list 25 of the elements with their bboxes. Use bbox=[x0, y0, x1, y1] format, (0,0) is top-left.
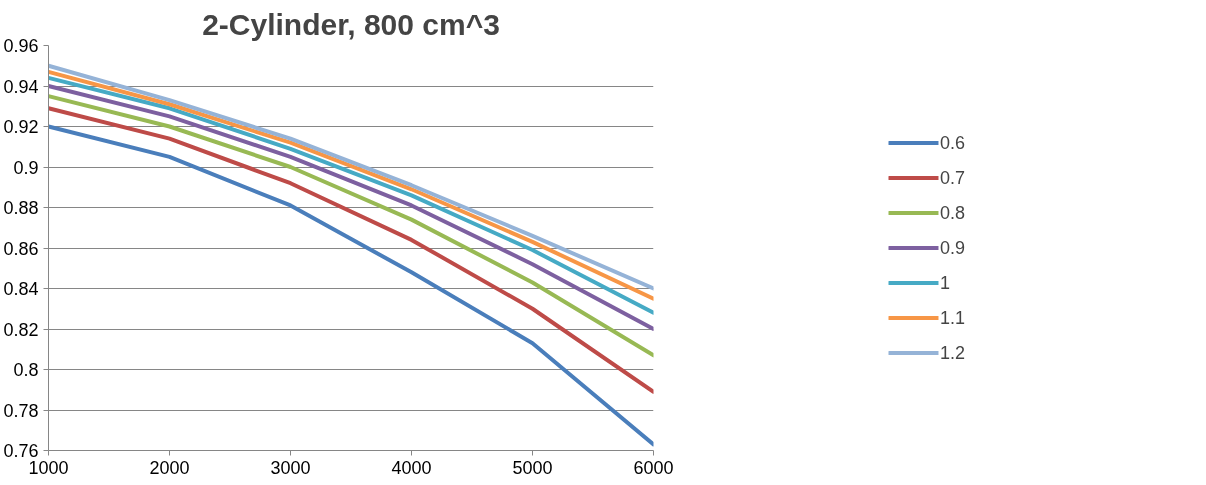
y-tick-label: 0.92 bbox=[3, 117, 39, 137]
legend-label: 1.2 bbox=[939, 342, 966, 363]
y-tick-label: 0.78 bbox=[3, 400, 39, 421]
y-tick-label: 0.86 bbox=[3, 238, 39, 259]
y-tick-label: 0.82 bbox=[3, 319, 39, 340]
x-tick-label: 4000 bbox=[391, 457, 432, 478]
legend-label: 1 bbox=[939, 272, 951, 293]
y-tick-label: 0.88 bbox=[3, 198, 39, 218]
legend-label: 0.7 bbox=[939, 167, 966, 188]
y-tick-label: 0.94 bbox=[3, 76, 39, 97]
legend-label: 0.8 bbox=[939, 202, 966, 223]
line-series bbox=[48, 124, 654, 447]
x-tick-label: 2000 bbox=[149, 457, 190, 478]
x-tick-label: 3000 bbox=[270, 457, 311, 478]
line-series bbox=[48, 106, 654, 394]
chart-title: 2-Cylinder, 800 cm^3 bbox=[202, 7, 500, 41]
legend-label: 1.1 bbox=[939, 307, 966, 328]
legend-label: 0.6 bbox=[939, 132, 966, 153]
legend-label: 0.9 bbox=[939, 237, 966, 258]
y-tick-label: 0.84 bbox=[3, 279, 39, 299]
y-tick-label: 0.96 bbox=[3, 36, 39, 56]
y-tick-label: 0.9 bbox=[13, 157, 39, 178]
x-tick-label: 5000 bbox=[512, 457, 553, 478]
y-tick-label: 0.8 bbox=[13, 360, 39, 380]
x-tick-label: 6000 bbox=[633, 457, 674, 478]
